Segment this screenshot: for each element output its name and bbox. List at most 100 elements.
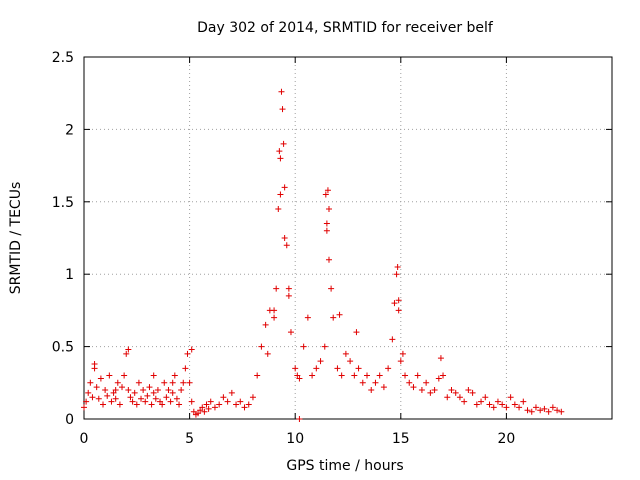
data-point	[211, 404, 218, 411]
data-point	[385, 365, 392, 372]
data-point	[395, 297, 402, 304]
x-tick-label: 0	[80, 431, 89, 447]
x-tick-label: 10	[286, 431, 304, 447]
data-point	[499, 401, 506, 408]
data-point	[285, 285, 292, 292]
data-point	[104, 392, 111, 399]
data-point	[262, 321, 269, 328]
data-point	[254, 372, 261, 379]
data-point	[154, 387, 161, 394]
axis-ticks: 0 5 10 15 20 0 0.5 1 1.5 2 2.5	[52, 50, 612, 447]
data-point	[173, 395, 180, 402]
data-point	[169, 389, 176, 396]
data-point	[524, 407, 531, 414]
y-tick-label: 2.5	[52, 50, 74, 66]
data-point	[87, 379, 94, 386]
data-point	[81, 404, 87, 411]
data-point	[353, 329, 360, 336]
data-point	[355, 365, 362, 372]
data-point	[273, 285, 280, 292]
data-point	[277, 155, 284, 162]
data-point	[281, 184, 288, 191]
data-point	[507, 394, 514, 401]
data-point	[188, 346, 195, 353]
data-points	[81, 88, 565, 422]
data-point	[541, 405, 548, 412]
data-point	[511, 401, 518, 408]
data-point	[163, 394, 170, 401]
data-point	[277, 191, 284, 198]
data-point	[334, 365, 341, 372]
data-point	[516, 404, 523, 411]
data-point	[414, 372, 421, 379]
data-point	[201, 408, 208, 415]
data-point	[140, 387, 147, 394]
data-point	[399, 350, 406, 357]
data-point	[93, 384, 100, 391]
x-tick-label: 20	[497, 431, 515, 447]
data-point	[146, 384, 153, 391]
data-point	[182, 365, 189, 372]
data-point	[129, 398, 136, 405]
y-tick-label: 0.5	[52, 340, 74, 356]
data-point	[324, 187, 331, 194]
x-tick-label: 15	[392, 431, 410, 447]
data-point	[276, 148, 283, 155]
y-tick-label: 1.5	[52, 195, 74, 211]
data-point	[520, 398, 527, 405]
data-point	[161, 379, 168, 386]
data-point	[558, 408, 565, 415]
data-point	[106, 372, 113, 379]
data-point	[271, 314, 278, 321]
data-point	[287, 329, 294, 336]
data-point	[461, 398, 468, 405]
data-point	[444, 394, 451, 401]
data-point	[423, 379, 430, 386]
data-point	[112, 395, 119, 402]
data-point	[465, 387, 472, 394]
data-point	[317, 358, 324, 365]
data-point	[325, 256, 332, 263]
data-point	[165, 387, 172, 394]
data-point	[138, 395, 145, 402]
grid	[84, 57, 612, 419]
data-point	[283, 242, 290, 249]
data-point	[275, 206, 282, 213]
data-point	[83, 398, 90, 405]
data-point	[448, 387, 455, 394]
data-point	[549, 404, 556, 411]
data-point	[440, 372, 447, 379]
data-point	[389, 336, 396, 343]
data-point	[121, 372, 128, 379]
data-point	[304, 314, 311, 321]
data-point	[249, 394, 256, 401]
data-point	[376, 372, 383, 379]
data-point	[309, 372, 316, 379]
data-point	[184, 350, 191, 357]
data-point	[271, 307, 278, 314]
data-point	[323, 227, 330, 234]
data-point	[328, 285, 335, 292]
data-point	[336, 311, 343, 318]
data-point	[150, 372, 157, 379]
data-point	[203, 401, 210, 408]
data-point	[180, 379, 187, 386]
data-point	[228, 389, 235, 396]
data-point	[486, 401, 493, 408]
data-point	[241, 404, 248, 411]
data-point	[397, 358, 404, 365]
data-point	[437, 355, 444, 362]
data-point	[150, 389, 157, 396]
data-point	[418, 387, 425, 394]
data-point	[152, 395, 159, 402]
data-point	[478, 398, 485, 405]
data-point	[452, 389, 459, 396]
data-point	[359, 379, 366, 386]
data-point	[186, 379, 193, 386]
data-point	[264, 350, 271, 357]
data-point	[338, 372, 345, 379]
data-point	[95, 395, 102, 402]
data-point	[503, 404, 510, 411]
data-point	[456, 394, 463, 401]
data-point	[178, 387, 185, 394]
